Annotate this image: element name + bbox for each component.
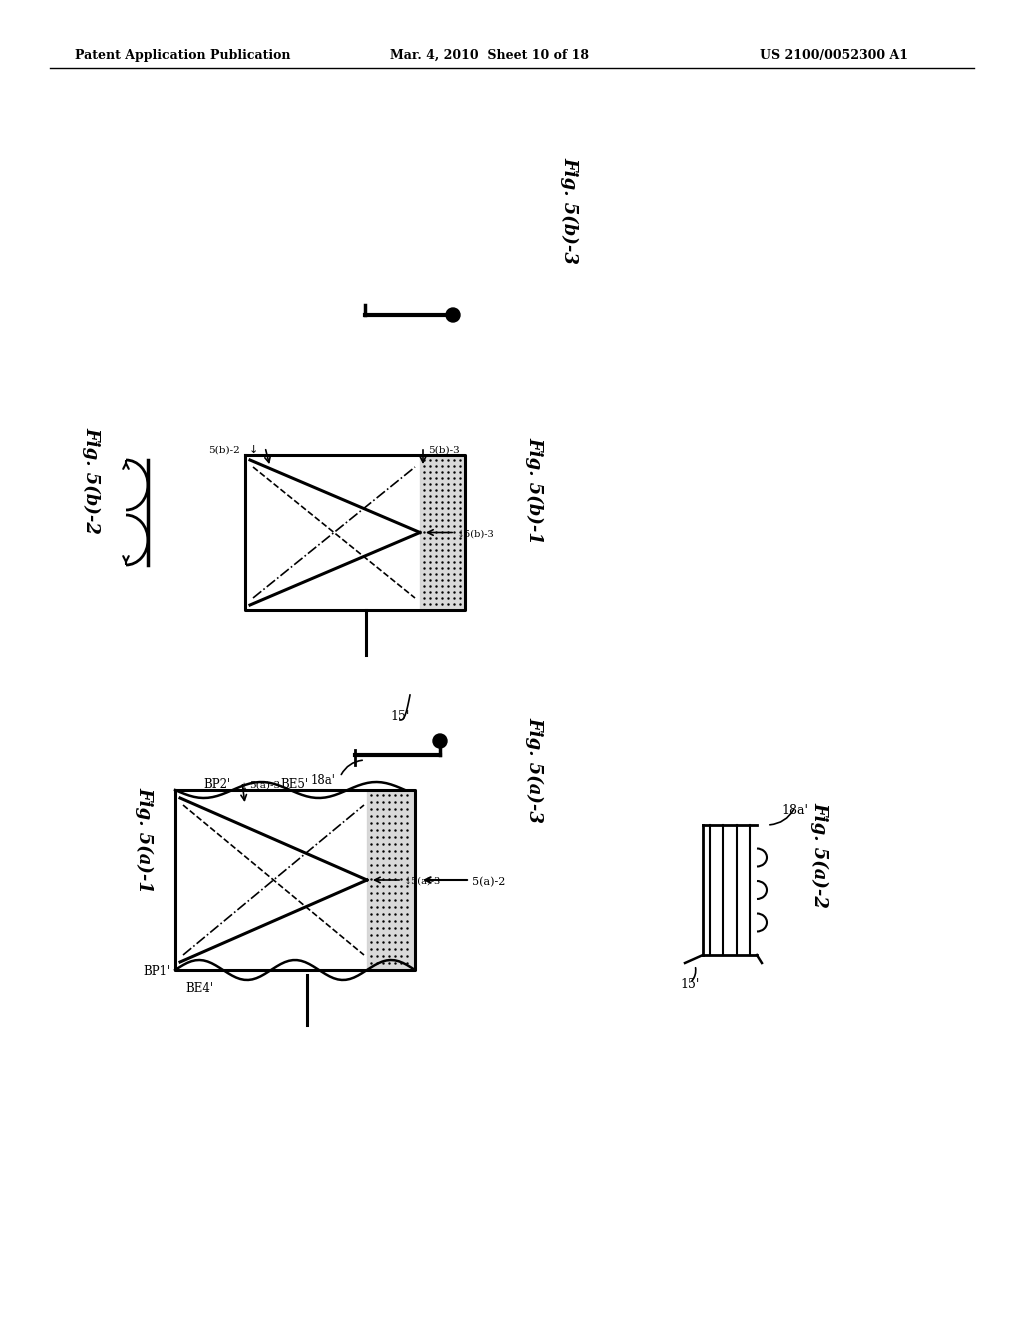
Text: BP2': BP2' xyxy=(203,777,230,791)
Text: 5(b)-2: 5(b)-2 xyxy=(208,446,240,454)
Text: Fig. 5(a)-2: Fig. 5(a)-2 xyxy=(811,803,829,908)
Text: Patent Application Publication: Patent Application Publication xyxy=(75,49,291,62)
Text: 5(b)-3: 5(b)-3 xyxy=(428,446,460,454)
Circle shape xyxy=(433,734,447,748)
Text: 15': 15' xyxy=(680,978,699,991)
Text: Fig. 5(a)-3: Fig. 5(a)-3 xyxy=(526,717,544,822)
Text: ↓5(a)-3: ↓5(a)-3 xyxy=(404,876,441,886)
Text: US 2100/0052300 A1: US 2100/0052300 A1 xyxy=(760,49,908,62)
Polygon shape xyxy=(367,789,415,970)
Text: Mar. 4, 2010  Sheet 10 of 18: Mar. 4, 2010 Sheet 10 of 18 xyxy=(390,49,589,62)
Circle shape xyxy=(446,308,460,322)
Text: ↓: ↓ xyxy=(248,445,258,455)
Text: Fig. 5(b)-3: Fig. 5(b)-3 xyxy=(561,157,580,264)
Text: 18a': 18a' xyxy=(781,804,809,817)
Text: 18a': 18a' xyxy=(310,774,335,787)
Text: Fig. 5(b)-2: Fig. 5(b)-2 xyxy=(83,426,101,533)
Text: BE5': BE5' xyxy=(280,777,308,791)
Text: 5(a)-3: 5(a)-3 xyxy=(249,780,281,789)
Polygon shape xyxy=(420,455,465,610)
Text: BP1': BP1' xyxy=(143,965,170,978)
Text: 15': 15' xyxy=(390,710,410,723)
Text: ↓: ↓ xyxy=(240,781,248,792)
Text: BE4': BE4' xyxy=(185,982,213,995)
Text: Fig. 5(a)-1: Fig. 5(a)-1 xyxy=(136,787,155,892)
Text: Fig. 5(b)-1: Fig. 5(b)-1 xyxy=(526,437,544,544)
Text: ↓5(b)-3: ↓5(b)-3 xyxy=(457,529,495,539)
Text: 5(a)-2: 5(a)-2 xyxy=(472,876,506,887)
